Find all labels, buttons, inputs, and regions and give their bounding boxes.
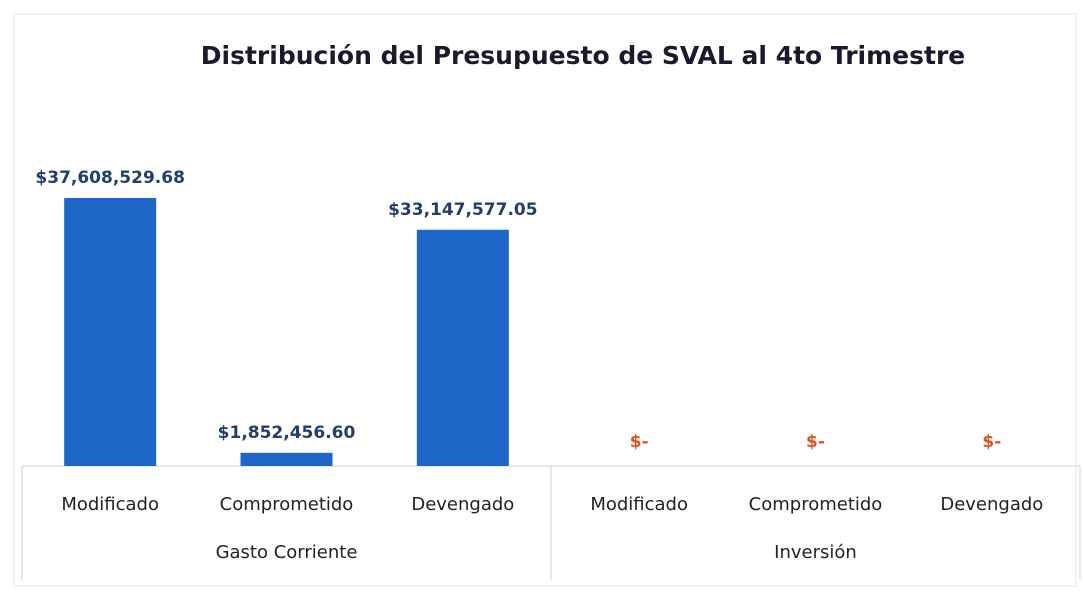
group-label: Gasto Corriente <box>216 542 358 563</box>
chart-frame <box>13 13 1077 587</box>
x-tick-label: Comprometido <box>220 494 354 515</box>
value-label: $33,147,577.05 <box>388 200 538 220</box>
x-tick-label: Devengado <box>940 494 1043 515</box>
x-tick-label: Modificado <box>61 494 159 515</box>
bar <box>240 452 333 466</box>
value-label: $1,852,456.60 <box>218 423 356 443</box>
value-label: $- <box>982 432 1001 452</box>
x-tick-label: Comprometido <box>749 494 883 515</box>
chart-title: Distribución del Presupuesto de SVAL al … <box>201 41 965 70</box>
x-tick-label: Devengado <box>411 494 514 515</box>
bar <box>416 229 509 466</box>
value-label: $- <box>630 432 649 452</box>
group-label: Inversión <box>774 542 857 563</box>
x-tick-label: Modificado <box>590 494 688 515</box>
value-label: $37,608,529.68 <box>35 168 185 188</box>
bar <box>64 198 157 466</box>
value-label: $- <box>806 432 825 452</box>
